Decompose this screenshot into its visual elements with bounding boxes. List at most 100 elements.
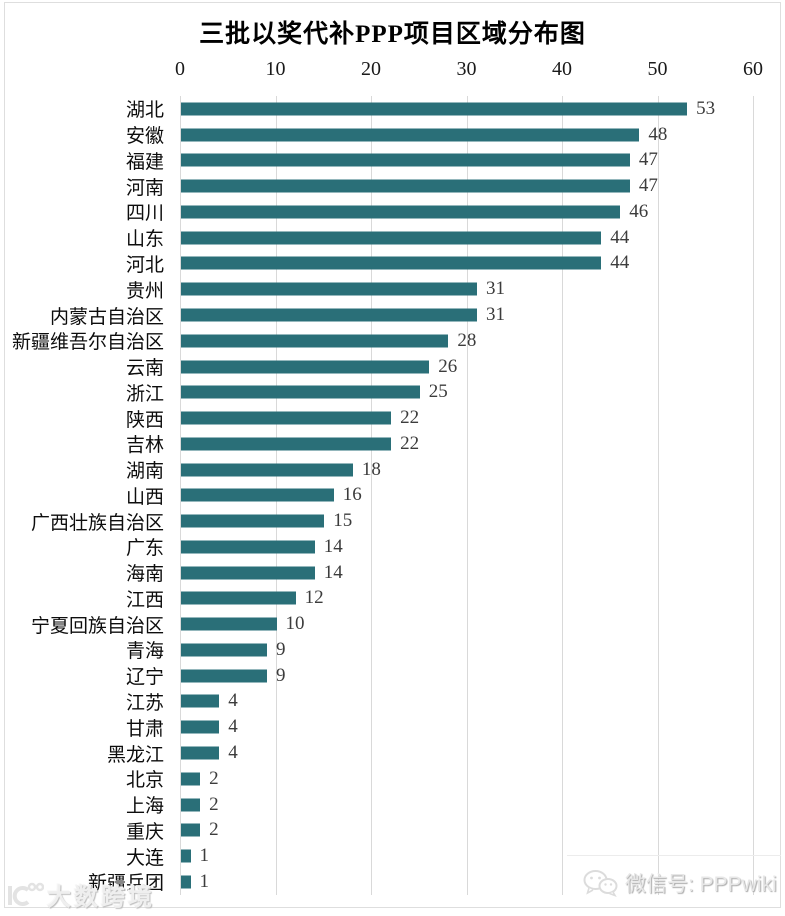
x-tick-label: 40 [552,58,572,80]
category-label: 上海 [125,796,164,818]
bar-track: 31 [181,302,754,328]
value-label: 46 [629,200,649,222]
bar [181,540,315,554]
bar [181,360,430,374]
category-label: 辽宁 [125,667,164,689]
value-label: 2 [209,819,219,841]
bar-track: 1 [181,843,754,869]
gridline [371,96,372,895]
bar-row: 青海 9 [0,637,785,663]
bar-row: 山西 16 [0,482,785,508]
bar-track: 4 [181,740,754,766]
value-label: 10 [285,613,305,635]
bar-row: 广东 14 [0,534,785,560]
bar [181,385,420,399]
value-label: 4 [228,690,238,712]
bar [181,772,201,786]
category-label: 福建 [125,151,164,173]
value-label: 9 [275,664,286,686]
bar-track: 4 [181,714,754,740]
bar-track: 25 [181,379,754,405]
bar [181,334,449,348]
bar [181,205,621,219]
bar-track: 14 [181,534,754,560]
value-label: 4 [228,742,238,764]
bar [181,437,392,451]
category-label: 山东 [125,229,164,251]
bar-row: 福建 47 [0,148,785,174]
bar-track: 2 [181,792,754,818]
bar-track: 1 [181,869,754,895]
bar-row: 江西 12 [0,586,785,612]
value-label: 22 [400,432,420,454]
value-label: 9 [275,638,286,660]
category-label: 吉林 [125,435,164,457]
bar [181,720,220,734]
category-label: 海南 [125,564,164,586]
bar-track: 16 [181,482,754,508]
category-label: 北京 [125,770,164,792]
category-label: 河南 [125,177,164,199]
bar [181,566,315,580]
x-tick-label: 20 [361,58,381,80]
category-label: 宁夏回族自治区 [30,615,164,637]
value-label: 1 [199,870,210,892]
bar-row: 海南 14 [0,560,785,586]
bar-row: 黑龙江 4 [0,740,785,766]
value-label: 1 [199,845,210,867]
bar-row: 湖南 18 [0,457,785,483]
value-label: 47 [638,175,658,197]
bottom-right-watermark-text: 微信号: PPPwiki [625,873,777,896]
bar-row: 内蒙古自治区 31 [0,302,785,328]
category-label: 江西 [125,589,164,611]
bar-row: 河南 47 [0,173,785,199]
value-label: 25 [428,381,448,403]
bar-row: 山东 44 [0,225,785,251]
value-label: 48 [648,123,668,145]
bar [181,875,191,889]
bar [181,256,602,270]
bar [181,488,334,502]
bar-track: 2 [181,766,754,792]
bar-track: 53 [181,96,754,122]
bar [181,128,640,142]
value-label: 2 [209,793,219,815]
chart-title: 三批以奖代补PPP项目区域分布图 [199,21,586,48]
x-tick-label: 0 [175,58,185,80]
category-label: 安徽 [125,126,164,148]
gridline [657,96,659,895]
bar [181,463,353,477]
bar [181,849,191,863]
bar [181,669,267,683]
watermark-divider-line [567,855,781,856]
bar-track: 22 [181,405,754,431]
bar-row: 辽宁 9 [0,663,785,689]
bar [181,694,220,708]
value-label: 53 [696,97,716,119]
bar [181,102,688,116]
x-tick-label: 10 [265,58,286,80]
bar [181,231,602,245]
bar [181,179,630,193]
bar-row: 湖北 53 [0,96,785,122]
bar [181,514,325,528]
gridline [562,96,563,895]
value-label: 31 [486,278,506,300]
gridline [466,96,468,895]
value-label: 4 [228,716,238,738]
bar-row: 新疆兵团 1 [0,869,785,895]
value-label: 16 [342,484,362,506]
category-label: 新疆维吾尔自治区 [11,332,164,354]
bar-track: 10 [181,611,754,637]
bar-row: 江苏 4 [0,689,785,715]
bar-row: 贵州 31 [0,276,785,302]
bar-track: 9 [181,663,754,689]
bar-row: 宁夏回族自治区 10 [0,611,785,637]
category-label: 广东 [125,538,164,560]
bar-row: 甘肃 4 [0,714,785,740]
category-label: 大连 [125,847,164,869]
bar-track: 46 [181,199,754,225]
bar-row: 北京 2 [0,766,785,792]
bars: 湖北 53 安徽 48 福建 47 河南 47 四川 46 山东 44 河北 44 贵州 31 内蒙古自治区 31… [0,96,785,895]
